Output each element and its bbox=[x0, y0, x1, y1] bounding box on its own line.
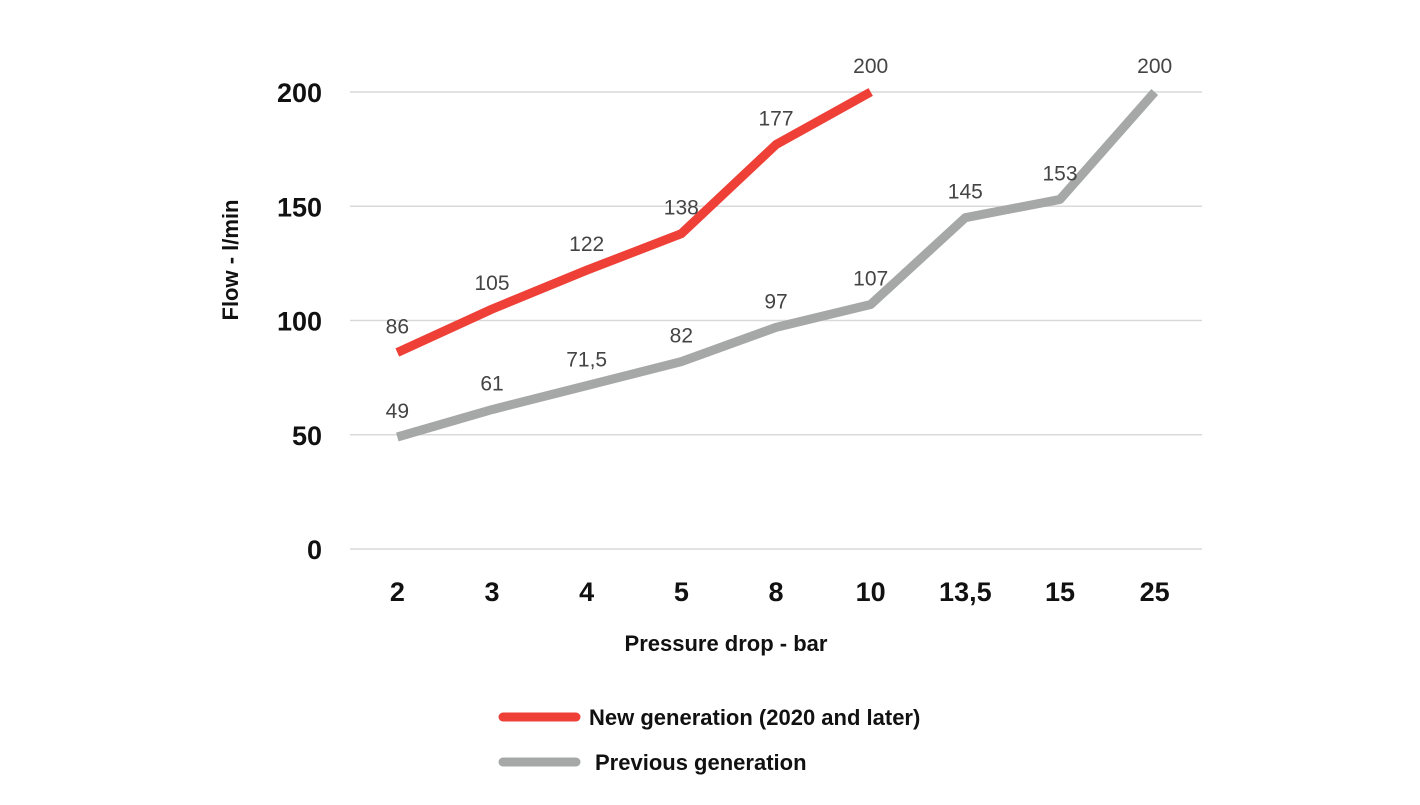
data-label-new-generation: 200 bbox=[853, 55, 888, 78]
series-line-previous-generation bbox=[396, 89, 1159, 442]
y-tick-label: 50 bbox=[292, 421, 322, 451]
data-label-new-generation: 122 bbox=[569, 233, 604, 256]
data-labels: 86 105 122 138 177 200 49 61 71,5 82 97 107 145 153 20… bbox=[386, 55, 1173, 423]
data-label-previous-generation: 107 bbox=[853, 268, 888, 291]
x-tick-label: 4 bbox=[579, 577, 594, 607]
data-label-new-generation: 86 bbox=[386, 315, 409, 338]
data-label-previous-generation: 49 bbox=[386, 400, 409, 423]
data-label-previous-generation: 97 bbox=[764, 290, 787, 313]
data-label-previous-generation: 71,5 bbox=[566, 349, 607, 372]
data-label-previous-generation: 200 bbox=[1137, 55, 1172, 78]
x-tick-label: 2 bbox=[390, 577, 405, 607]
series-line-new-generation bbox=[395, 88, 873, 357]
data-label-previous-generation: 82 bbox=[670, 325, 693, 348]
y-tick-label: 0 bbox=[307, 535, 322, 565]
gridlines bbox=[350, 91, 1202, 550]
legend-label-new-generation: New generation (2020 and later) bbox=[589, 705, 920, 730]
data-label-new-generation: 138 bbox=[664, 197, 699, 220]
legend: New generation (2020 and later) Previous… bbox=[498, 705, 920, 775]
y-tick-label: 150 bbox=[277, 192, 322, 222]
x-tick-label: 5 bbox=[674, 577, 689, 607]
legend-label-previous-generation: Previous generation bbox=[595, 750, 807, 775]
data-label-new-generation: 105 bbox=[474, 272, 509, 295]
data-label-previous-generation: 145 bbox=[948, 181, 983, 204]
x-tick-label: 13,5 bbox=[939, 577, 992, 607]
x-tick-label: 10 bbox=[856, 577, 886, 607]
x-tick-label: 3 bbox=[484, 577, 499, 607]
y-tick-label: 100 bbox=[277, 307, 322, 337]
x-tick-label: 25 bbox=[1140, 577, 1170, 607]
x-tick-label: 15 bbox=[1045, 577, 1075, 607]
y-tick-label: 200 bbox=[277, 78, 322, 108]
x-axis-title: Pressure drop - bar bbox=[625, 631, 828, 656]
data-label-previous-generation: 61 bbox=[480, 373, 503, 396]
series-lines bbox=[395, 88, 1159, 442]
y-axis-title: Flow - l/min bbox=[218, 200, 243, 321]
data-label-new-generation: 177 bbox=[758, 108, 793, 131]
x-axis-ticks: 2 3 4 5 8 10 13,5 15 25 bbox=[390, 577, 1170, 607]
y-axis-ticks: 0 50 100 150 200 bbox=[277, 78, 322, 565]
data-label-previous-generation: 153 bbox=[1042, 162, 1077, 185]
x-tick-label: 8 bbox=[768, 577, 783, 607]
